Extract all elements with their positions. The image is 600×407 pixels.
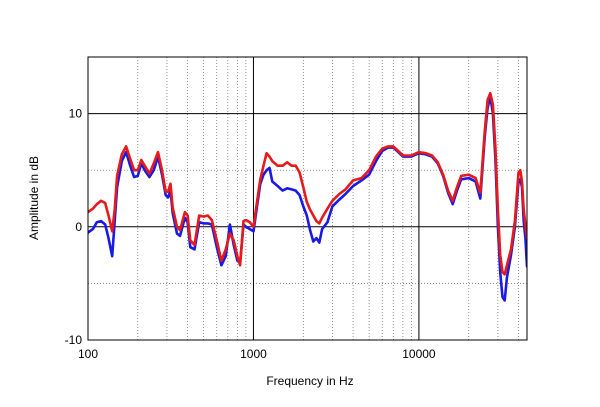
y-tick-labels: 10 0 -10	[65, 107, 83, 347]
y-tick-label: -10	[65, 333, 83, 347]
x-tick-label: 10000	[402, 347, 436, 361]
y-tick-label: 0	[75, 220, 82, 234]
grid-major	[88, 57, 527, 340]
y-axis-title: Amplitude in dB	[27, 156, 41, 240]
x-tick-label: 100	[78, 347, 98, 361]
x-axis-title: Frequency in Hz	[266, 374, 353, 388]
plot-frame	[87, 56, 528, 341]
series-layer	[88, 91, 527, 302]
x-tick-labels: 100 1000 10000	[78, 347, 436, 361]
grid-minor	[88, 57, 527, 340]
series-line-2	[88, 91, 527, 276]
y-tick-label: 10	[69, 107, 83, 121]
x-tick-label: 1000	[240, 347, 267, 361]
